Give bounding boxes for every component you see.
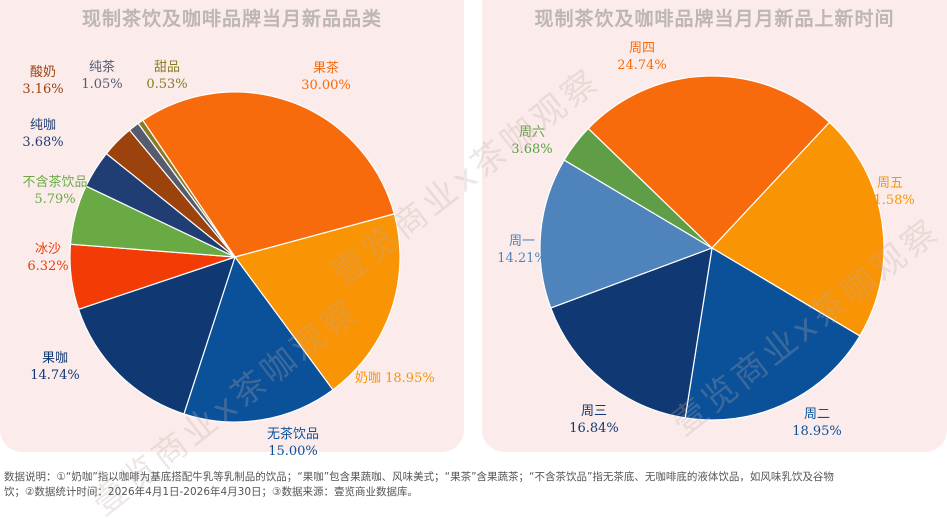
slice-label-周二: 周二 18.95% <box>792 407 842 439</box>
slice-label-周三: 周三 16.84% <box>569 404 619 436</box>
slice-label-酸奶: 酸奶 3.16% <box>22 65 63 97</box>
slice-label-果咖: 果咖 14.74% <box>30 351 80 383</box>
right-chart-panel: 现制茶饮及咖啡品牌当月月新品上新时间 周四 24.74% 周五 21.58% 周二 18.… <box>482 0 947 452</box>
slice-label-纯咖: 纯咖 3.68% <box>22 118 63 150</box>
left-chart-title: 现制茶饮及咖啡品牌当月新品品类 <box>81 8 382 30</box>
slice-label-奶咖: 奶咖 18.95% <box>355 371 435 386</box>
pie-slice-周一 <box>539 159 714 309</box>
left-pie-chart: 果茶 30.00% 奶咖 18.95% 无茶饮品 15.00% 果咖 14.74% 冰沙 6.3… <box>22 59 435 459</box>
right-pie-chart: 周四 24.74% 周五 21.58% 周二 18.95% 周三 16.84% 周一 14.21%… <box>497 41 915 439</box>
pie-slice-周二 <box>684 247 861 421</box>
slice-label-周五: 周五 21.58% <box>865 176 915 208</box>
slice-label-冰沙: 冰沙 6.32% <box>27 242 68 274</box>
left-chart-panel: 现制茶饮及咖啡品牌当月新品品类 果茶 30.00% 奶咖 18.95% 无茶饮品 15.… <box>0 0 464 459</box>
pie-slice-甜品 <box>137 119 236 258</box>
pie-slice-周五 <box>711 121 885 337</box>
pie-slice-周三 <box>550 247 713 419</box>
pie-slice-无茶饮品 <box>183 255 334 423</box>
pie-slice-周六 <box>563 127 713 249</box>
slice-label-无茶饮品: 无茶饮品 15.00% <box>267 426 319 459</box>
pie-slice-周四 <box>587 75 831 249</box>
slice-label-不含茶饮品: 不含茶饮品 5.79% <box>22 174 87 207</box>
slice-label-周六: 周六 3.68% <box>511 125 552 157</box>
right-chart-title: 现制茶饮及咖啡品牌当月月新品上新时间 <box>534 8 895 30</box>
footnote-line: 数据说明：①“奶咖”指以咖啡为基底搭配牛乳等乳制品的饮品；“果咖”包含果蔬咖、风… <box>4 471 834 483</box>
pie-slice-奶咖 <box>233 213 401 391</box>
pie-slice-果茶 <box>141 91 396 258</box>
slice-label-甜品: 甜品 0.53% <box>146 59 187 92</box>
slice-label-周四: 周四 24.74% <box>617 41 667 73</box>
slice-label-周一: 周一 14.21% <box>497 234 547 266</box>
slice-label-果茶: 果茶 30.00% <box>301 60 351 93</box>
pie-slice-果咖 <box>77 256 236 415</box>
footnote-line: 饮；②数据统计时间：2026年4月1日-2026年4月30日；③数据来源：壹览商… <box>4 486 418 498</box>
footnote: 数据说明：①“奶咖”指以咖啡为基底搭配牛乳等乳制品的饮品；“果咖”包含果蔬咖、风… <box>4 470 944 500</box>
slice-label-纯茶: 纯茶 1.05% <box>81 59 122 92</box>
